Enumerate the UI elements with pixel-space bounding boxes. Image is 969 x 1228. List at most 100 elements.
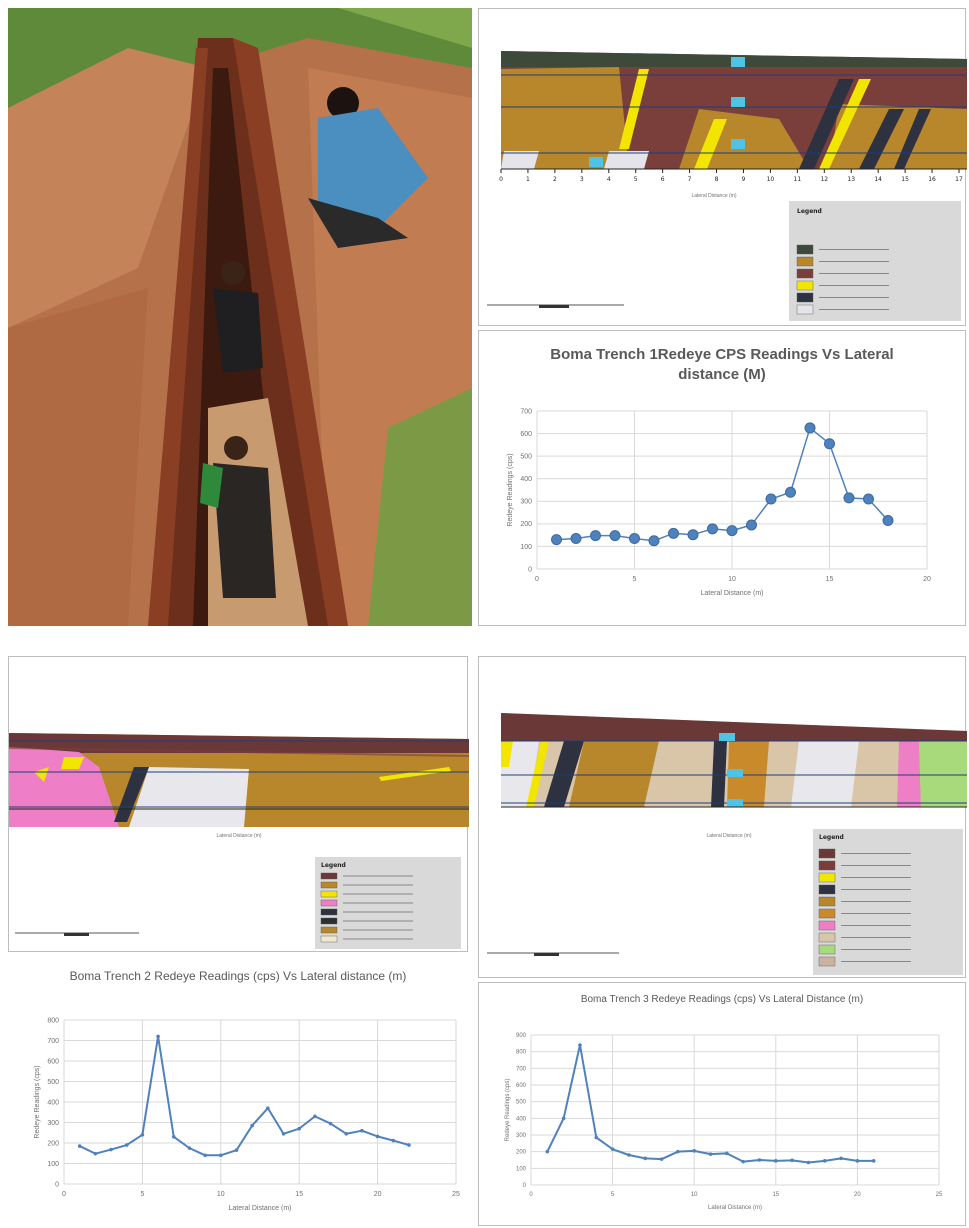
trench2-xlabel: Lateral Distance (m) [216,833,261,839]
legend-swatch [818,884,836,895]
data-point [804,422,816,434]
y-tick-label: 200 [516,1150,527,1156]
trench2-chart: Boma Trench 2 Redeye Readings (cps) Vs L… [8,956,468,1226]
x-axis-label: Lateral Distance (m) [700,590,763,597]
y-tick-label: 700 [520,408,532,415]
y-tick-label: 200 [47,1140,59,1147]
x-tick-label: 0 [529,1192,533,1198]
trench1-section: 0 1 2 3 4 5 6 7 8 9 10 11 12 13 14 15 16 17 Lateral Dista… [478,8,967,326]
data-point [629,533,640,545]
section-tick-label: 6 [661,176,665,183]
legend-swatch [796,304,814,315]
x-tick-label: 0 [62,1191,66,1198]
y-tick-label: 0 [55,1181,59,1188]
y-axis-label: Redeye Readings (cps) [34,1065,41,1138]
y-tick-label: 400 [516,1116,527,1122]
y-tick-label: 500 [520,453,532,460]
y-axis-label: Redeye Readings (cps) [505,1079,511,1142]
chart1-plot: 0 100 200 300 400 500 600 700 0 5 10 15 20 Lateral Di… [507,408,931,597]
section-tick-label: 17 [955,176,963,183]
section-tick-label: 0 [499,176,503,183]
data-point [863,493,874,505]
x-axis-label: Lateral Distance (m) [228,1205,291,1212]
legend-swatch [818,944,836,955]
data-point [109,1147,113,1152]
data-point [545,1149,550,1154]
x-tick-label: 20 [374,1191,382,1198]
legend-swatch [796,256,814,267]
y-axis-label: Redeye Readings (cps) [507,453,514,526]
x-tick-label: 20 [854,1192,861,1198]
x-tick-label: 10 [728,576,736,583]
x-tick-label: 5 [633,576,637,583]
data-point [757,1158,762,1162]
section-tick-label: 11 [794,176,802,183]
legend-swatch [818,908,836,919]
y-tick-label: 100 [516,1166,527,1172]
data-point [741,1159,745,1164]
chart2-title: Boma Trench 2 Redeye Readings (cps) Vs L… [69,969,407,983]
legend-swatch [818,860,836,871]
legend-swatch [796,268,814,279]
data-point [609,530,621,542]
y-tick-label: 100 [520,544,532,551]
x-tick-label: 25 [452,1191,460,1198]
data-point [871,1159,876,1163]
legend-swatch [320,926,338,934]
data-point [643,1156,648,1161]
data-point [790,1158,794,1163]
data-point [843,492,855,504]
data-point [266,1106,270,1110]
y-tick-label: 800 [47,1017,59,1024]
y-tick-label: 300 [520,499,532,506]
trench3-section: Lateral Distance (m) Legend [478,656,967,978]
data-point [824,438,835,450]
data-point [659,1157,664,1161]
legend-swatch [320,935,338,943]
data-point [785,486,796,498]
data-point [375,1134,380,1139]
chart2-plot: 0 100 200 300 400 500 600 700 800 0 5 10 15 20 25 Later… [34,1017,460,1212]
data-point [765,493,777,505]
legend-swatch [796,244,814,255]
y-tick-label: 800 [516,1050,527,1056]
y-tick-label: 400 [47,1099,59,1106]
y-tick-label: 600 [520,431,532,438]
x-tick-label: 5 [140,1191,144,1198]
y-tick-label: 700 [47,1038,59,1045]
section-tick-label: 13 [847,176,855,183]
data-point [627,1153,631,1157]
legend-swatch [320,899,338,907]
data-point [570,533,582,545]
y-tick-label: 900 [516,1033,527,1039]
trench3-chart: Boma Trench 3 Redeye Readings (cps) Vs L… [478,982,966,1226]
data-point [551,534,562,546]
data-point [219,1153,223,1158]
x-tick-label: 20 [923,576,931,583]
trench3-legend-title: Legend [819,834,844,841]
y-tick-label: 600 [47,1058,59,1065]
x-tick-label: 15 [772,1192,779,1198]
data-point [882,514,894,526]
series-line [79,1035,410,1157]
data-point [234,1148,239,1152]
section-tick-label: 15 [901,176,909,183]
trench1-xlabel: Lateral Distance (m) [691,193,736,199]
legend-swatch [818,872,836,883]
data-point [806,1160,811,1165]
y-tick-label: 400 [520,476,532,483]
section-tick-label: 10 [767,176,775,183]
x-tick-label: 15 [295,1191,303,1198]
data-point [822,1159,827,1163]
data-point [687,529,699,541]
trench1-chart: Boma Trench 1Redeye CPS Readings Vs Late… [478,330,966,626]
y-tick-label: 200 [520,521,532,528]
data-point [708,1152,713,1156]
data-point [578,1043,582,1047]
section-tick-label: 16 [928,176,936,183]
y-tick-label: 0 [528,566,532,573]
trench2-section: Lateral Distance (m) Legend [8,656,469,952]
data-point [561,1116,566,1121]
section-tick-label: 9 [742,176,746,183]
data-point [839,1156,843,1161]
